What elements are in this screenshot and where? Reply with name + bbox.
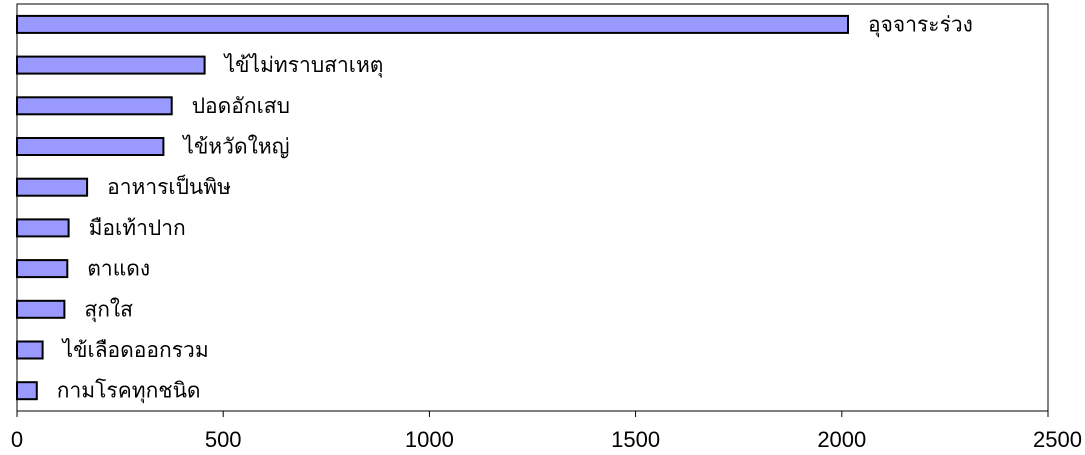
bar [16,299,66,319]
x-tick-label: 0 [11,427,23,452]
category-label: ปอดอักเสบ [192,94,290,118]
category-label: กามโรคทุกชนิด [57,379,201,404]
category-label: ไข้เลือดออกรวม [61,338,209,362]
x-tick-label: 1000 [405,427,454,452]
bars-layer [16,14,849,401]
bar [16,14,849,34]
bar [16,137,165,156]
x-tick-label: 500 [205,427,242,452]
bar [16,218,70,238]
x-axis-ticks-layer: 0 500 1000 1500 2000 2500 [11,411,1082,452]
category-labels-layer: อุจจาระร่วงไข้ไม่ทราบสาเหตุปอดอักเสบไข้ห… [57,12,973,403]
x-tick-label: 1500 [611,427,660,452]
x-tick-label: 2500 [1033,427,1082,452]
bar [16,96,173,116]
x-tick-label: 2000 [817,427,866,452]
bar [16,340,44,360]
category-label: อาหารเป็นพิษ [107,173,231,199]
bar [16,259,69,279]
category-label: ไข้หวัดใหญ่ [181,135,289,159]
bar [16,177,89,197]
category-label: มือเท้าปาก [89,216,186,240]
category-label: ไข้ไม่ทราบสาเหตุ [223,53,384,78]
category-label: สุกใส [84,297,133,322]
category-label: ตาแดง [87,257,150,281]
category-label: อุจจาระร่วง [868,12,973,37]
bar [16,55,206,75]
bar [16,381,38,401]
